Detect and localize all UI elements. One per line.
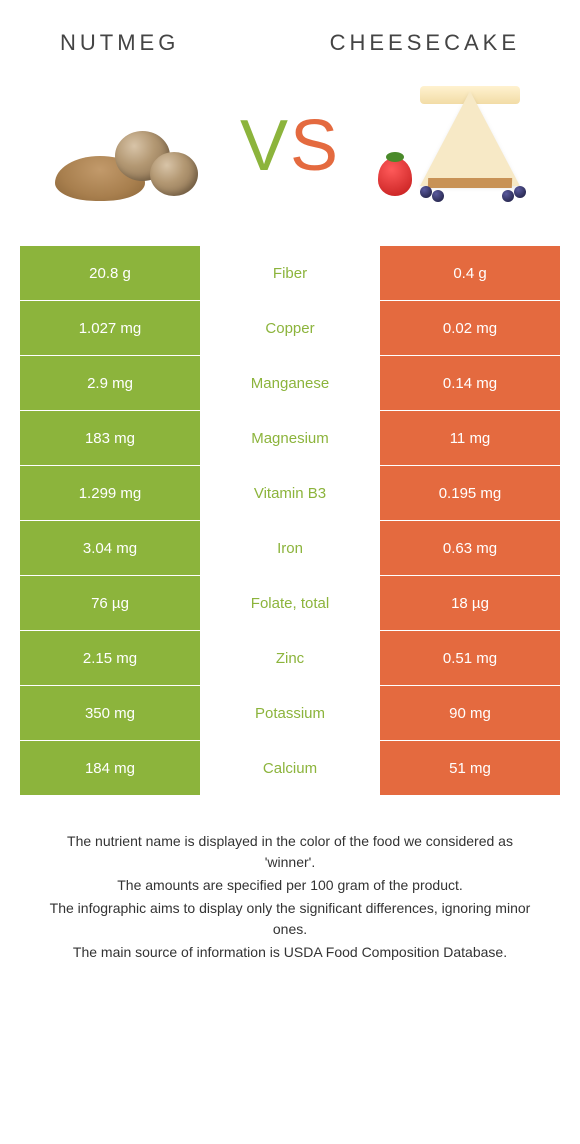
right-value: 11 mg [380,411,560,465]
left-value: 1.299 mg [20,466,200,520]
footnote-line: The nutrient name is displayed in the co… [40,831,540,873]
footnotes: The nutrient name is displayed in the co… [0,796,580,963]
right-value: 0.14 mg [380,356,560,410]
nutmeg-illustration [50,86,210,206]
table-row: 1.299 mgVitamin B30.195 mg [20,466,560,520]
right-value: 90 mg [380,686,560,740]
left-food-title: Nutmeg [60,30,179,56]
footnote-line: The infographic aims to display only the… [40,898,540,940]
left-value: 2.9 mg [20,356,200,410]
right-value: 0.51 mg [380,631,560,685]
table-row: 1.027 mgCopper0.02 mg [20,301,560,355]
nutrient-name: Potassium [200,686,380,740]
nutrient-name: Manganese [200,356,380,410]
right-value: 0.02 mg [380,301,560,355]
left-value: 1.027 mg [20,301,200,355]
table-row: 2.15 mgZinc0.51 mg [20,631,560,685]
right-value: 0.195 mg [380,466,560,520]
vs-label: VS [240,105,340,187]
left-value: 184 mg [20,741,200,795]
table-row: 350 mgPotassium90 mg [20,686,560,740]
left-value: 183 mg [20,411,200,465]
hero-row: VS [0,56,580,246]
vs-v-letter: V [240,105,290,187]
table-row: 2.9 mgManganese0.14 mg [20,356,560,410]
right-value: 18 µg [380,576,560,630]
cheesecake-illustration [370,86,530,206]
right-value: 0.63 mg [380,521,560,575]
footnote-line: The main source of information is USDA F… [40,942,540,963]
right-value: 51 mg [380,741,560,795]
left-value: 3.04 mg [20,521,200,575]
vs-s-letter: S [290,105,340,187]
table-row: 20.8 gFiber0.4 g [20,246,560,300]
nutrient-name: Calcium [200,741,380,795]
left-value: 20.8 g [20,246,200,300]
nutrient-name: Iron [200,521,380,575]
left-value: 76 µg [20,576,200,630]
nutrient-name: Fiber [200,246,380,300]
footnote-line: The amounts are specified per 100 gram o… [40,875,540,896]
table-row: 76 µgFolate, total18 µg [20,576,560,630]
right-value: 0.4 g [380,246,560,300]
right-food-title: Cheesecake [330,30,520,56]
nutrient-name: Folate, total [200,576,380,630]
table-row: 184 mgCalcium51 mg [20,741,560,795]
table-row: 183 mgMagnesium11 mg [20,411,560,465]
table-row: 3.04 mgIron0.63 mg [20,521,560,575]
nutrient-name: Copper [200,301,380,355]
header: Nutmeg Cheesecake [0,0,580,56]
nutrient-name: Vitamin B3 [200,466,380,520]
left-value: 350 mg [20,686,200,740]
comparison-table: 20.8 gFiber0.4 g1.027 mgCopper0.02 mg2.9… [0,246,580,795]
nutrient-name: Magnesium [200,411,380,465]
left-value: 2.15 mg [20,631,200,685]
nutrient-name: Zinc [200,631,380,685]
